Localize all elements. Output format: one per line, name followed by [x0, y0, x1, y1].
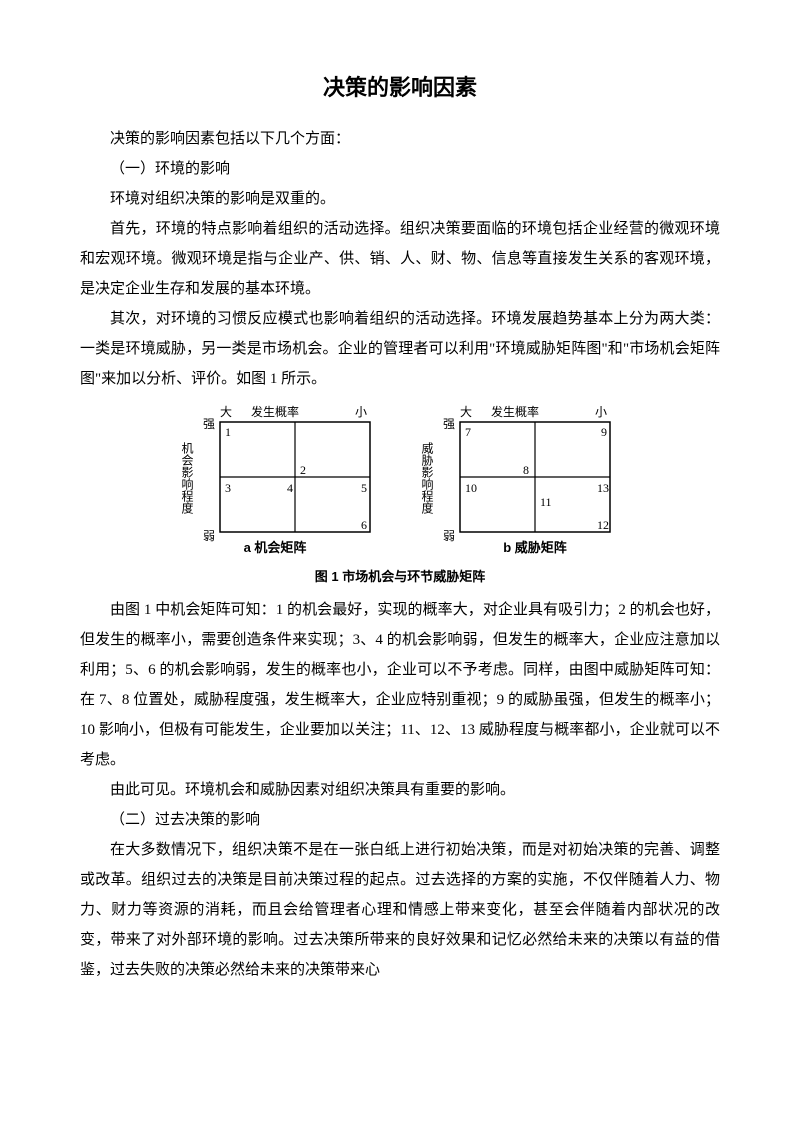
threat-matrix: 威胁影响程度 强 弱 大 发生概率 小 7 8 9 10 11 12 13 b … [415, 402, 625, 562]
x-right-small: 小 [355, 405, 367, 419]
threat-label: b 威胁矩阵 [503, 540, 567, 555]
x-left-big: 大 [220, 405, 232, 419]
figure-caption: 图 1 市场机会与环节威胁矩阵 [80, 566, 720, 585]
y-bot-right: 弱 [443, 529, 455, 543]
y-axis-label-left: 机会影响程度 [180, 442, 194, 514]
y-top-left: 强 [203, 417, 215, 431]
figure-container: 机会影响程度 强 弱 大 发生概率 小 1 2 3 4 5 6 a 机会矩阵 威… [80, 402, 720, 562]
y-axis-label-right: 威胁影响程度 [420, 442, 434, 514]
x-left-big-r: 大 [460, 405, 472, 419]
cell-4: 4 [287, 481, 293, 495]
section-1-p2: 首先，环境的特点影响着组织的活动选择。组织决策要面临的环境包括企业经营的微观环境… [80, 214, 720, 304]
cell-5: 5 [361, 481, 367, 495]
section-1-p3: 其次，对环境的习惯反应模式也影响着组织的活动选择。环境发展趋势基本上分为两大类：… [80, 304, 720, 394]
cell-7: 7 [465, 425, 471, 439]
cell-1: 1 [225, 425, 231, 439]
section-2-heading: （二）过去决策的影响 [80, 805, 720, 835]
cell-11: 11 [540, 495, 552, 509]
page-title: 决策的影响因素 [80, 70, 720, 102]
section-1-p5: 由此可见。环境机会和威胁因素对组织决策具有重要的影响。 [80, 775, 720, 805]
x-axis-label-right: 发生概率 [491, 404, 539, 419]
section-2-p1: 在大多数情况下，组织决策不是在一张白纸上进行初始决策，而是对初始决策的完善、调整… [80, 835, 720, 985]
intro-paragraph: 决策的影响因素包括以下几个方面： [80, 124, 720, 154]
document-page: 决策的影响因素 决策的影响因素包括以下几个方面： （一）环境的影响 环境对组织决… [0, 0, 800, 1025]
cell-9: 9 [601, 425, 607, 439]
cell-8: 8 [523, 463, 529, 477]
cell-13: 13 [597, 481, 609, 495]
y-top-right: 强 [443, 417, 455, 431]
opportunity-matrix: 机会影响程度 强 弱 大 发生概率 小 1 2 3 4 5 6 a 机会矩阵 [175, 402, 385, 562]
y-bot-left: 弱 [203, 529, 215, 543]
cell-2: 2 [300, 463, 306, 477]
cell-6: 6 [361, 518, 367, 532]
section-1-heading: （一）环境的影响 [80, 154, 720, 184]
cell-3: 3 [225, 481, 231, 495]
cell-10: 10 [465, 481, 477, 495]
opportunity-label: a 机会矩阵 [244, 540, 307, 555]
x-axis-label-left: 发生概率 [251, 404, 299, 419]
section-1-p4: 由图 1 中机会矩阵可知：1 的机会最好，实现的概率大，对企业具有吸引力；2 的… [80, 595, 720, 775]
cell-12: 12 [597, 518, 609, 532]
section-1-p1: 环境对组织决策的影响是双重的。 [80, 184, 720, 214]
x-right-small-r: 小 [595, 405, 607, 419]
